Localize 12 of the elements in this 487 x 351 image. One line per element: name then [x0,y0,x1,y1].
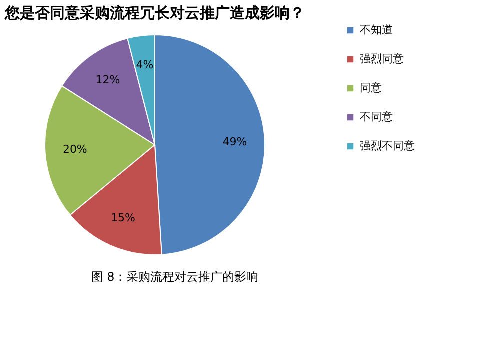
legend-label: 强烈不同意 [360,140,415,152]
data-label: 12% [96,73,120,86]
legend-label: 不同意 [360,110,393,124]
chart-title: 您是否同意采购流程冗长对云推广造成影响？ [4,4,305,22]
legend-label: 同意 [360,82,382,94]
data-label: 20% [62,143,88,156]
data-label: 49% [222,135,248,148]
data-label: 15% [111,211,136,224]
legend-label: 强烈同意 [360,52,404,66]
data-label: 4% [136,58,154,72]
caption: 图 8：采购流程对云推广的影响 [91,270,259,284]
legend-label: 不知道 [360,24,393,36]
